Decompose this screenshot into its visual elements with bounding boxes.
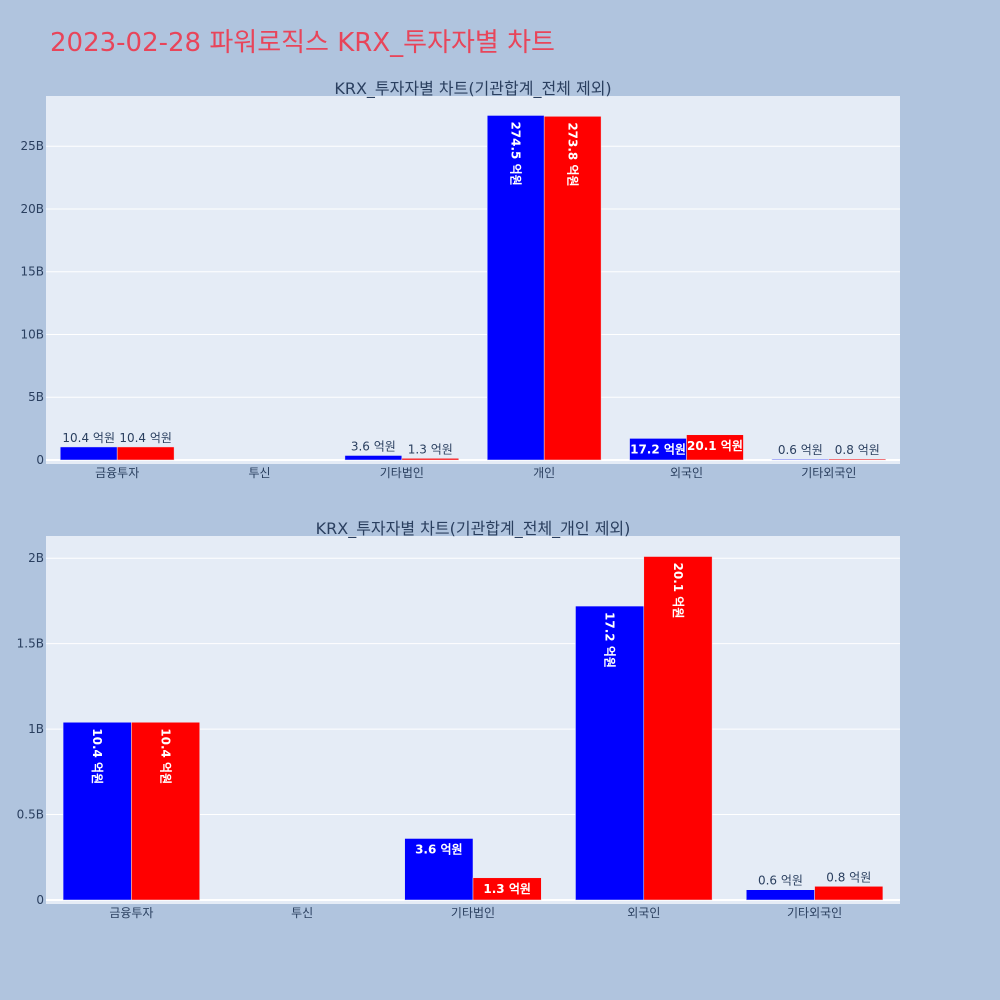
data-label: 10.4 억원 [119,431,172,445]
x-tick-label: 기타법인 [380,466,424,480]
x-tick-label: 기타외국인 [787,906,842,920]
bar [131,722,200,901]
y-tick-label: 1.5B [17,637,44,651]
data-label: 3.6 억원 [351,439,396,453]
chart-title: KRX_투자자별 차트(기관합계_전체_개인 제외) [316,519,631,539]
data-label: 0.6 억원 [778,443,823,457]
data-label: 1.3 억원 [483,882,531,896]
data-label: 10.4 억원 [159,728,173,784]
y-tick-label: 20B [20,202,44,216]
y-tick-label: 0 [36,453,44,467]
x-tick-label: 금융투자 [109,906,153,920]
x-tick-label: 투신 [248,466,270,480]
data-label: 0.6 억원 [758,874,803,888]
bar [472,877,542,901]
bar [116,446,175,461]
page-title: 2023-02-28 파워로직스 KRX_투자자별 차트 [50,28,555,58]
x-tick-label: 기타외국인 [801,466,856,480]
bar [62,722,132,901]
plot-area [46,96,900,464]
x-tick-label: 외국인 [627,906,660,920]
x-tick-label: 개인 [533,466,555,480]
data-label: 0.8 억원 [835,443,880,457]
data-label: 20.1 억원 [671,563,685,619]
data-label: 10.4 억원 [62,431,115,445]
x-tick-label: 투신 [291,906,313,920]
y-tick-label: 2B [28,551,44,565]
data-label: 3.6 억원 [415,842,463,856]
y-tick-label: 1B [28,722,44,736]
data-label: 1.3 억원 [408,442,453,456]
bar [686,434,744,461]
data-label: 274.5 억원 [509,121,523,185]
bar [59,446,118,461]
bar [575,605,645,901]
bar [344,455,403,461]
x-tick-label: 기타법인 [451,906,495,920]
bar [814,886,884,901]
x-tick-label: 외국인 [670,466,703,480]
bar [404,838,474,901]
data-label: 0.8 억원 [826,870,871,884]
bar [643,556,713,901]
bar [828,458,887,461]
bar [543,116,602,461]
bar [401,458,460,461]
data-label: 20.1 억원 [687,439,743,453]
y-tick-label: 15B [20,265,44,279]
data-label: 17.2 억원 [630,442,686,456]
y-tick-label: 5B [28,390,44,404]
bar [746,889,815,901]
y-tick-label: 0 [36,893,44,907]
data-label: 17.2 억원 [603,612,617,668]
data-label: 10.4 억원 [90,728,104,784]
y-tick-label: 25B [20,139,44,153]
data-label: 273.8 억원 [566,122,580,186]
y-tick-label: 10B [20,327,44,341]
bar [771,458,830,461]
chart-title: KRX_투자자별 차트(기관합계_전체 제외) [334,79,611,99]
y-tick-label: 0.5B [17,808,44,822]
x-tick-label: 금융투자 [95,466,139,480]
